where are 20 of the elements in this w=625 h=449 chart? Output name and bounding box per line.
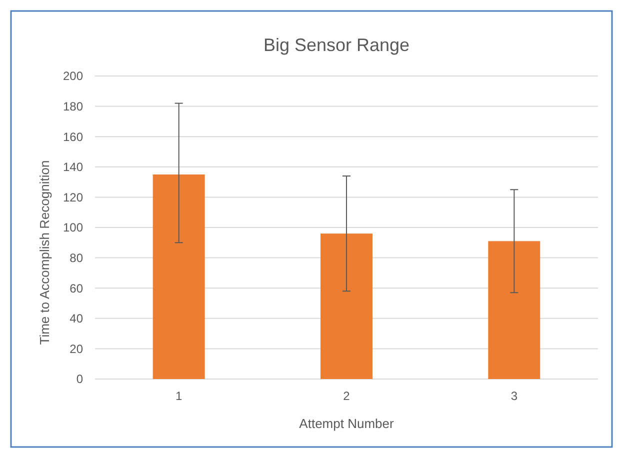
y-tick-label: 180 [62, 100, 84, 114]
y-tick-label: 160 [62, 130, 84, 144]
y-tick-label: 120 [62, 190, 84, 204]
x-tick-label: 1 [175, 389, 182, 403]
y-tick-label: 60 [70, 281, 84, 296]
x-tick-label: 3 [510, 389, 518, 403]
y-tick-label: 0 [76, 372, 84, 386]
y-tick-label: 80 [70, 251, 84, 265]
y-tick-label: 40 [70, 312, 84, 326]
y-tick-label: 20 [70, 342, 84, 356]
bar [488, 241, 540, 379]
y-axis-title: Time to Accomplish Recognition [37, 160, 52, 345]
y-tick-label: 200 [62, 69, 84, 84]
y-tick-label: 100 [62, 220, 84, 235]
x-tick-label: 2 [343, 389, 350, 403]
y-tick-label: 140 [62, 160, 84, 174]
bar [320, 234, 372, 379]
x-axis-title: Attempt Number [299, 416, 394, 431]
bar [152, 174, 205, 379]
chart-title: Big Sensor Range [263, 35, 410, 55]
